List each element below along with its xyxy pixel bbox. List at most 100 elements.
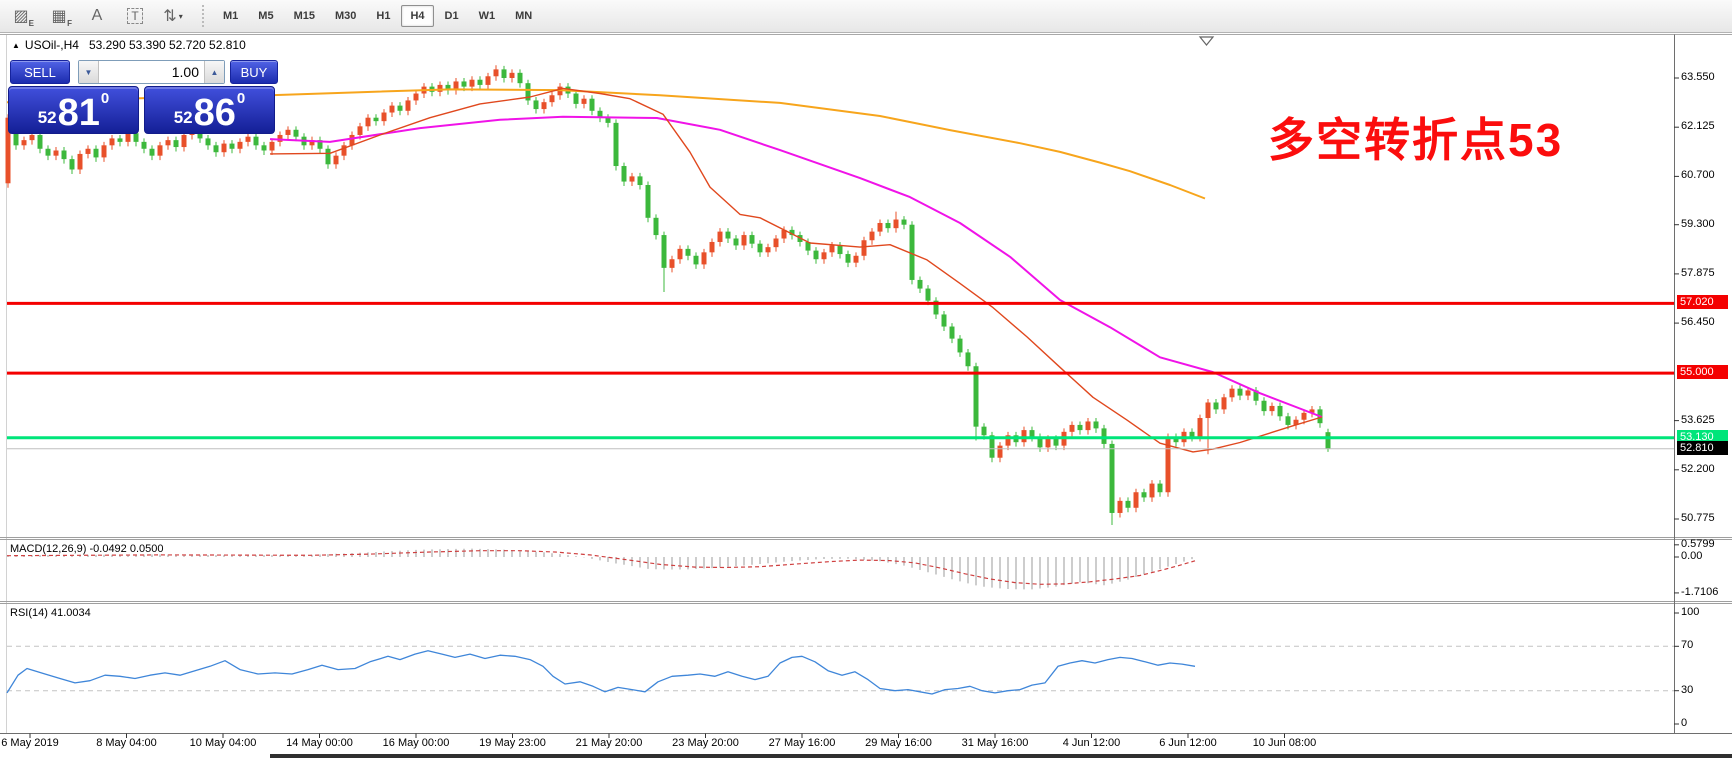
candle-body — [1141, 492, 1147, 498]
candle-body — [741, 235, 747, 246]
candle-body — [781, 229, 787, 239]
candle-body — [245, 136, 251, 142]
candle-body — [61, 150, 67, 160]
candle-body — [277, 134, 283, 142]
candle-body — [397, 105, 403, 111]
time-axis-label: 10 May 04:00 — [189, 737, 257, 749]
ma-mid-magenta[interactable] — [269, 115, 1323, 418]
volume-input[interactable]: 1.00 — [171, 64, 199, 80]
candle-body — [29, 134, 35, 141]
price-tick-label: 56.450 — [1681, 316, 1715, 329]
timeframe-M1[interactable]: M1 — [223, 10, 239, 22]
candle-body — [589, 98, 595, 111]
volume-decrease-button[interactable]: ▼ — [79, 61, 99, 83]
volume-increase-button[interactable]: ▲ — [204, 61, 224, 83]
grid-icon[interactable]: ▦ F — [51, 8, 72, 28]
candle-body — [1069, 424, 1075, 432]
timeframe-H4[interactable]: H4 — [401, 5, 434, 27]
scrollbar-thumb[interactable] — [270, 754, 1732, 758]
candle-body — [1189, 431, 1195, 438]
candle-body — [677, 248, 683, 260]
candle-body — [109, 138, 115, 146]
time-axis-label: 10 Jun 08:00 — [1252, 737, 1317, 749]
candle-body — [381, 112, 387, 122]
buy-price-display[interactable]: 52 86 0 — [144, 86, 275, 134]
collapse-triangle-icon[interactable]: ▲ — [12, 41, 20, 50]
draw-hatch-icon[interactable]: ▨ E — [13, 8, 34, 28]
candle-body — [365, 117, 371, 127]
sell-price-pips: 81 — [57, 92, 100, 134]
candle-body — [101, 145, 107, 158]
buy-button[interactable]: BUY — [230, 60, 278, 84]
candle-body — [597, 110, 603, 118]
timeframe-M30[interactable]: M30 — [334, 10, 357, 22]
sell-button[interactable]: SELL — [10, 60, 70, 84]
candle-body — [893, 219, 899, 229]
toolbar-separator[interactable] — [200, 5, 205, 27]
candle-body — [581, 98, 587, 104]
candle-body — [541, 102, 547, 110]
candle-body — [157, 145, 163, 156]
macd-pane-label: MACD(12,26,9) -0.0492 0.0500 — [10, 543, 164, 555]
candle-body — [1277, 405, 1283, 417]
candle-body — [1125, 500, 1131, 508]
toolbar: ▨ E ▦ F A T ⇅ ▾ M1 M5 M15 M30 H1 H4 D1 W1 MN — [0, 0, 1732, 33]
timeframe-D1[interactable]: D1 — [444, 10, 459, 22]
candle-body — [1213, 402, 1219, 410]
price-badge-52.810: 52.810 — [1677, 440, 1728, 455]
trade-panel-price-row: 52 81 0 52 86 0 — [8, 86, 275, 134]
timeframe-W1[interactable]: W1 — [478, 10, 496, 22]
candle-body — [1085, 421, 1091, 431]
candle-body — [1197, 418, 1203, 438]
time-axis-label: 19 May 23:00 — [479, 737, 546, 749]
candle-body — [437, 84, 443, 92]
candle-body — [1037, 437, 1043, 448]
chart-title: ▲ USOil-,H4 53.290 53.390 52.720 52.810 — [12, 38, 246, 52]
chevron-up-icon: ▲ — [210, 67, 219, 77]
text-label-icon[interactable]: A — [91, 7, 103, 24]
arrows-sort-icon[interactable]: ⇅ ▾ — [163, 8, 183, 25]
candle-body — [933, 300, 939, 315]
candle-body — [261, 145, 267, 151]
candle-body — [973, 366, 979, 427]
candle-body — [93, 148, 99, 158]
timeframe-H1[interactable]: H1 — [376, 10, 391, 22]
candle-body — [77, 153, 83, 170]
price-tick-label: 50.775 — [1681, 511, 1715, 524]
buy-price-point: 0 — [236, 90, 246, 107]
candle-body — [1301, 412, 1307, 420]
sell-price-display[interactable]: 52 81 0 — [8, 86, 139, 134]
ma-slow-orange[interactable] — [6, 88, 1206, 200]
candle-body — [877, 222, 883, 232]
candle-body — [1229, 388, 1235, 398]
candle-body — [813, 250, 819, 260]
text-box-icon[interactable]: T — [118, 3, 152, 29]
trade-panel-top-row: SELL ▼ 1.00 ▲ BUY — [8, 60, 278, 84]
horizontal-scrollbar[interactable] — [0, 752, 1732, 759]
candle-body — [1117, 500, 1123, 513]
candle-body — [1021, 430, 1027, 443]
candle-body — [349, 134, 355, 146]
price-tick-label: 59.300 — [1681, 217, 1715, 230]
price-tick-label: 62.125 — [1681, 120, 1715, 133]
candle-body — [21, 140, 27, 146]
chart-shift-marker-icon[interactable] — [1198, 36, 1215, 46]
candle-body — [373, 117, 379, 122]
candle-body — [461, 81, 467, 87]
candle-body — [1309, 409, 1315, 413]
candle-body — [525, 83, 531, 101]
candle-body — [1165, 437, 1171, 493]
candle-body — [1157, 483, 1163, 493]
timeframe-MN[interactable]: MN — [515, 10, 533, 22]
timeframe-M15[interactable]: M15 — [293, 10, 315, 22]
volume-spinner: ▼ 1.00 ▲ — [78, 60, 225, 84]
candle-body — [141, 141, 147, 149]
price-tick-label: 53.625 — [1681, 413, 1715, 426]
timeframe-M5[interactable]: M5 — [258, 10, 274, 22]
price-tick-label: 60.700 — [1681, 169, 1715, 182]
candle-body — [405, 100, 411, 111]
candle-body — [701, 252, 707, 265]
ma-fast-red[interactable] — [269, 87, 1323, 453]
